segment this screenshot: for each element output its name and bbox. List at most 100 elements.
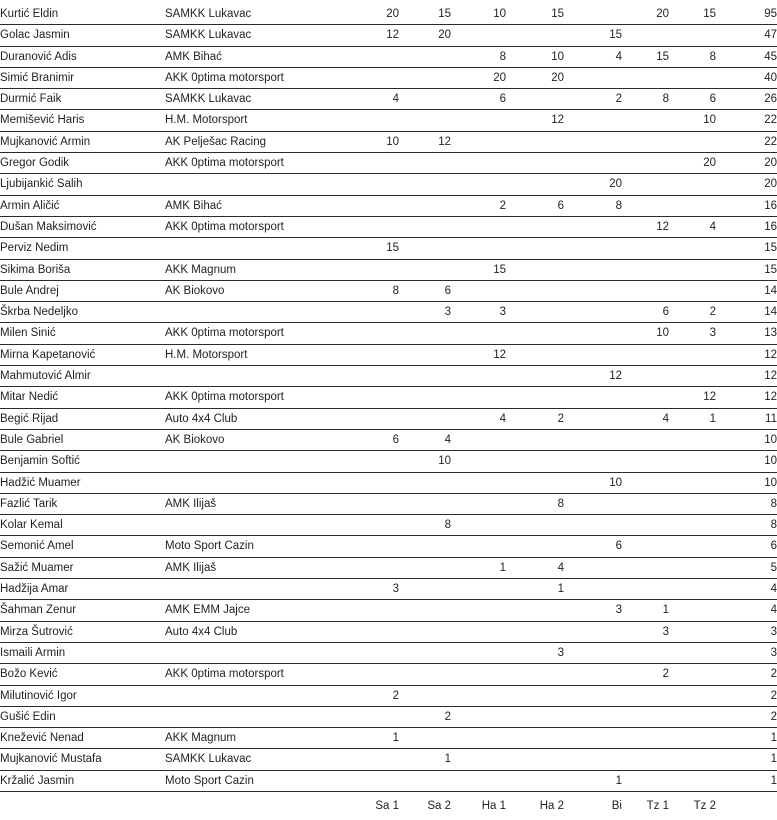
cell-points-ha1: 4	[451, 408, 506, 430]
table-row[interactable]: Durmić Faik SAMKK Lukavac 4 6 2 8 6 26	[0, 88, 777, 111]
cell-points-tz2	[669, 706, 716, 729]
table-row[interactable]: Šahman Zenur AMK EMM Jajce 3 1 4	[0, 599, 777, 622]
cell-points-bi	[564, 429, 622, 452]
cell-points-ha2	[506, 365, 564, 388]
table-row[interactable]: Gušić Edin 2 2	[0, 706, 777, 729]
table-row[interactable]: Dušan Maksimović AKK 0ptima motorsport 12 4…	[0, 216, 777, 239]
table-row[interactable]: Armin Aličić AMK Bihać 2 6 8 16	[0, 195, 777, 217]
cell-club-name	[165, 578, 349, 601]
table-row[interactable]: Sažić Muamer AMK Ilijaš 1 4 5	[0, 557, 777, 580]
table-row[interactable]: Mirna Kapetanović H.M. Motorsport 12 12	[0, 344, 777, 367]
cell-points-sa1	[349, 706, 399, 729]
cell-driver-name: Bule Gabriel	[0, 429, 165, 452]
cell-total-points: 3	[716, 642, 777, 665]
cell-driver-name: Duranović Adis	[0, 46, 165, 68]
table-row[interactable]: Mujkanović Armin AK Pelješac Racing 10 12 22	[0, 131, 777, 154]
cell-points-sa2	[399, 237, 451, 260]
cell-points-tz1	[622, 770, 669, 792]
cell-total-points: 26	[716, 88, 777, 111]
cell-points-ha2	[506, 280, 564, 303]
cell-points-tz1: 20	[622, 4, 669, 26]
cell-club-name: Auto 4x4 Club	[165, 621, 349, 643]
table-row[interactable]: Kržalić Jasmin Moto Sport Cazin 1 1	[0, 770, 777, 792]
cell-points-sa2	[399, 322, 451, 345]
cell-points-bi: 15	[564, 24, 622, 47]
cell-points-tz1: 15	[622, 46, 669, 68]
cell-driver-name: Knežević Nenad	[0, 727, 165, 750]
table-row[interactable]: Perviz Nedim 15 15	[0, 237, 777, 260]
cell-points-bi: 8	[564, 195, 622, 217]
cell-points-tz1	[622, 578, 669, 601]
cell-driver-name: Mirza Šutrović	[0, 621, 165, 643]
table-row[interactable]: Mitar Nedić AKK 0ptima motorsport 12 12	[0, 386, 777, 409]
cell-points-ha1	[451, 514, 506, 537]
table-row[interactable]: Hadžić Muamer 10 10	[0, 472, 777, 494]
table-row[interactable]: Benjamin Softić 10 10	[0, 450, 777, 473]
cell-total-points: 22	[716, 109, 777, 132]
cell-driver-name: Durmić Faik	[0, 88, 165, 111]
table-row[interactable]: Gregor Godik AKK 0ptima motorsport 20 20	[0, 152, 777, 175]
cell-club-name: SAMKK Lukavac	[165, 88, 349, 111]
table-row[interactable]: Milen Sinić AKK 0ptima motorsport 10 3 13	[0, 322, 777, 345]
cell-driver-name: Golac Jasmin	[0, 24, 165, 47]
table-row[interactable]: Ljubijankić Salih 20 20	[0, 173, 777, 196]
cell-points-ha1	[451, 152, 506, 175]
cell-points-tz2: 20	[669, 152, 716, 175]
cell-total-points: 16	[716, 216, 777, 239]
table-row[interactable]: Memišević Haris H.M. Motorsport 12 10 22	[0, 109, 777, 132]
cell-points-ha1: 3	[451, 301, 506, 324]
cell-points-sa2: 15	[399, 4, 451, 26]
table-row[interactable]: Duranović Adis AMK Bihać 8 10 4 15 8 45	[0, 46, 777, 68]
table-row[interactable]: Semonić Amel Moto Sport Cazin 6 6	[0, 535, 777, 558]
cell-driver-name: Simić Branimir	[0, 67, 165, 90]
table-row[interactable]: Begić Rijad Auto 4x4 Club 4 2 4 1 11	[0, 408, 777, 430]
table-row[interactable]: Fazlić Tarik AMK Ilijaš 8 8	[0, 493, 777, 516]
cell-total-points: 11	[716, 408, 777, 430]
cell-points-sa1: 10	[349, 131, 399, 154]
table-row[interactable]: Simić Branimir AKK 0ptima motorsport 20 20 4…	[0, 67, 777, 90]
table-row[interactable]: Kolar Kemal 8 8	[0, 514, 777, 537]
cell-points-tz2	[669, 472, 716, 494]
cell-points-tz1: 8	[622, 88, 669, 111]
cell-total-points: 12	[716, 344, 777, 367]
table-row[interactable]: Bule Gabriel AK Biokovo 6 4 10	[0, 429, 777, 452]
column-header-row: Sa 1 Sa 2 Ha 1 Ha 2 Bi Tz 1 Tz 2	[0, 790, 777, 820]
table-row[interactable]: Mujkanović Mustafa SAMKK Lukavac 1 1	[0, 748, 777, 771]
table-row[interactable]: Kurtić Eldin SAMKK Lukavac 20 15 10 15 20 15 95	[0, 4, 777, 26]
table-row[interactable]: Ismaili Armin 3 3	[0, 642, 777, 665]
cell-points-ha2	[506, 599, 564, 622]
table-row[interactable]: Golac Jasmin SAMKK Lukavac 12 20 15 47	[0, 24, 777, 47]
cell-points-sa2: 6	[399, 280, 451, 303]
cell-points-ha2	[506, 472, 564, 494]
table-row[interactable]: Milutinović Igor 2 2	[0, 685, 777, 707]
cell-total-points: 2	[716, 663, 777, 686]
cell-club-name	[165, 685, 349, 707]
table-row[interactable]: Mirza Šutrović Auto 4x4 Club 3 3	[0, 621, 777, 643]
cell-driver-name: Hadžić Muamer	[0, 472, 165, 494]
cell-driver-name: Gušić Edin	[0, 706, 165, 729]
table-row[interactable]: Sikima Boriša AKK Magnum 15 15	[0, 259, 777, 281]
table-row[interactable]: Hadžija Amar 3 1 4	[0, 578, 777, 601]
cell-points-bi	[564, 685, 622, 707]
cell-total-points: 12	[716, 386, 777, 409]
cell-points-tz2: 2	[669, 301, 716, 324]
table-row[interactable]: Škrba Nedeljko 3 3 6 2 14	[0, 301, 777, 324]
cell-total-points: 40	[716, 67, 777, 90]
cell-points-ha1	[451, 770, 506, 792]
cell-points-ha1	[451, 642, 506, 665]
cell-points-ha1	[451, 237, 506, 260]
cell-club-name: Moto Sport Cazin	[165, 770, 349, 792]
cell-points-tz1	[622, 237, 669, 260]
table-row[interactable]: Mahmutović Almir 12 12	[0, 365, 777, 388]
cell-total-points: 4	[716, 578, 777, 601]
cell-points-bi	[564, 259, 622, 281]
cell-points-sa2: 12	[399, 131, 451, 154]
cell-points-bi	[564, 493, 622, 516]
cell-points-tz1	[622, 727, 669, 750]
table-row[interactable]: Bule Andrej AK Biokovo 8 6 14	[0, 280, 777, 303]
cell-points-tz1	[622, 280, 669, 303]
cell-points-tz1	[622, 493, 669, 516]
cell-club-name: AKK 0ptima motorsport	[165, 322, 349, 345]
table-row[interactable]: Božo Kević AKK 0ptima motorsport 2 2	[0, 663, 777, 686]
table-row[interactable]: Knežević Nenad AKK Magnum 1 1	[0, 727, 777, 750]
